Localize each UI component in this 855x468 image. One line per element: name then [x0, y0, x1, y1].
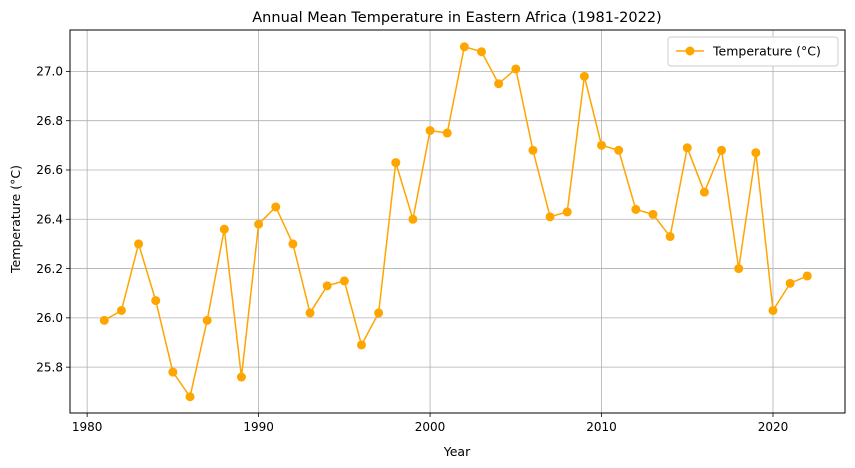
data-point [219, 224, 229, 234]
data-point [442, 128, 452, 138]
data-point [614, 145, 624, 155]
data-point [665, 232, 675, 242]
data-point [579, 71, 589, 81]
data-point [254, 219, 264, 229]
data-point [322, 281, 332, 291]
y-tick-label: 26.6 [36, 163, 63, 177]
data-point [134, 239, 144, 249]
data-point [202, 315, 212, 325]
legend: Temperature (°C) [667, 36, 839, 67]
legend-box [667, 36, 839, 67]
data-point [288, 239, 298, 249]
y-tick-label: 26.0 [36, 311, 63, 325]
data-point [459, 42, 469, 52]
x-axis-label: Year [443, 444, 471, 459]
data-point [528, 145, 538, 155]
data-point [356, 340, 366, 350]
data-point [99, 315, 109, 325]
x-tick-label: 2020 [758, 420, 789, 434]
data-point [305, 308, 315, 318]
data-point [545, 212, 555, 222]
data-point [785, 278, 795, 288]
chart-title: Annual Mean Temperature in Eastern Afric… [252, 10, 661, 26]
x-tick-label: 1980 [72, 420, 103, 434]
legend-marker-swatch [685, 46, 695, 56]
data-point [768, 305, 778, 315]
data-point [631, 204, 641, 214]
data-point [391, 158, 401, 168]
data-point [734, 264, 744, 274]
y-tick-label: 26.8 [36, 114, 63, 128]
legend-label: Temperature (°C) [712, 44, 821, 59]
data-point [648, 209, 658, 219]
y-axis: 25.8 26.0 26.2 26.4 26.6 26.8 27.0 [36, 65, 70, 374]
data-point [802, 271, 812, 281]
data-point [408, 214, 418, 224]
data-point [717, 145, 727, 155]
x-tick-label: 1990 [243, 420, 274, 434]
x-axis: 1980 1990 2000 2010 2020 [72, 413, 788, 434]
data-point [151, 296, 161, 306]
x-tick-label: 2010 [586, 420, 617, 434]
data-point [185, 392, 195, 402]
x-tick-label: 2000 [415, 420, 446, 434]
data-point [511, 64, 521, 74]
data-point [339, 276, 349, 286]
plot-frame [69, 29, 846, 414]
data-point [562, 207, 572, 217]
grid-lines [70, 30, 845, 413]
data-point [168, 367, 178, 377]
data-point [425, 126, 435, 136]
data-point [236, 372, 246, 382]
y-tick-label: 25.8 [36, 360, 63, 374]
y-tick-label: 27.0 [36, 65, 63, 79]
y-tick-label: 26.4 [36, 212, 63, 226]
data-point [682, 143, 692, 153]
data-point [597, 140, 607, 150]
y-axis-label: Temperature (°C) [8, 165, 23, 274]
series-line [103, 46, 808, 398]
data-point [374, 308, 384, 318]
data-point [116, 305, 126, 315]
y-tick-label: 26.2 [36, 262, 63, 276]
data-point [699, 187, 709, 197]
data-point [477, 47, 487, 57]
data-point [271, 202, 281, 212]
data-point [494, 79, 504, 89]
series-layer [99, 42, 812, 402]
data-point [751, 148, 761, 158]
